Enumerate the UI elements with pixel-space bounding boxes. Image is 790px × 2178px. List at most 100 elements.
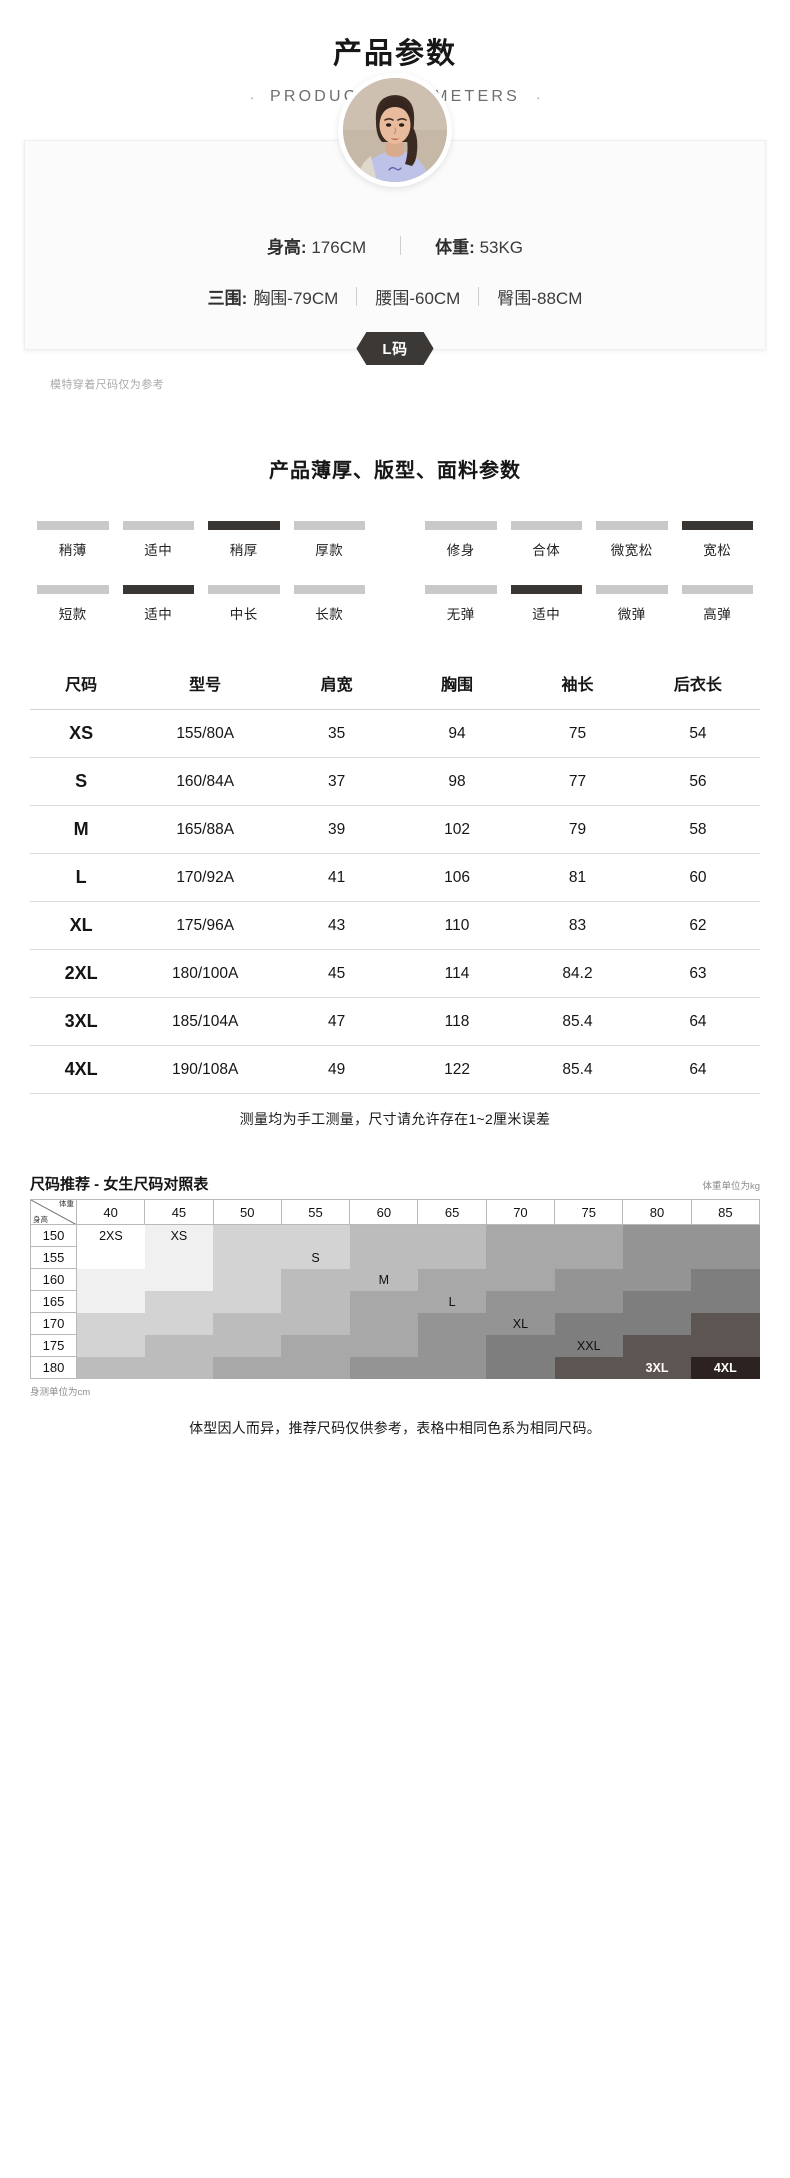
fabric-option-label: 宽松 — [703, 543, 732, 558]
size-cell: S — [30, 757, 133, 806]
fabric-option-宽松[interactable]: 宽松 — [675, 521, 761, 559]
model-height-label: 身高: — [266, 238, 307, 257]
fabric-section-title: 产品薄厚、版型、面料参数 — [269, 460, 521, 482]
size-table-header-cell: 尺码 — [30, 663, 133, 710]
fabric-option-label: 短款 — [58, 607, 87, 622]
grid-height-header: 150 — [30, 1224, 77, 1247]
grid-cell — [622, 1290, 692, 1313]
fabric-option-label: 合体 — [532, 543, 561, 558]
fabric-option-label: 厚款 — [315, 543, 344, 558]
fabric-option-微宽松[interactable]: 微宽松 — [589, 521, 675, 559]
measurement-cell: 175/96A — [132, 901, 279, 950]
grid-cell — [76, 1290, 145, 1313]
grid-cell: M — [349, 1268, 418, 1291]
grid-weight-header: 85 — [690, 1199, 761, 1225]
model-size-badge-wrap: L码 — [356, 332, 433, 365]
grid-cell: S — [281, 1246, 350, 1269]
measurement-cell: 114 — [394, 949, 520, 998]
grid-height-header: 180 — [30, 1356, 77, 1379]
fabric-option-bar — [425, 585, 497, 594]
fabric-option-合体[interactable]: 合体 — [504, 521, 590, 559]
grid-cell: XXL — [554, 1334, 623, 1357]
grid-weight-header: 60 — [349, 1199, 419, 1225]
grid-row: 170 XL — [30, 1312, 760, 1335]
grid-cell — [622, 1268, 692, 1291]
size-table-header-cell: 肩宽 — [278, 663, 395, 710]
fabric-option-高弹[interactable]: 高弹 — [675, 585, 761, 623]
divider — [478, 287, 480, 306]
measurement-cell: 41 — [278, 853, 395, 902]
grid-height-header: 155 — [30, 1246, 77, 1269]
fabric-selector-rows: 稍薄 适中 稍厚 厚款 修身 合体 微宽松 宽松 短款 适中 中长 长款 无弹 适中 微弹 高弹 — [0, 521, 790, 623]
model-waist-value: 腰围-60CM — [375, 289, 461, 308]
fabric-option-bar — [208, 585, 280, 594]
measurement-cell: 118 — [394, 997, 520, 1046]
table-row: S 160/84A 37 98 77 56 — [30, 757, 760, 806]
size-table-note: 测量均为手工测量，尺寸请允许存在1~2厘米误差 — [239, 1111, 551, 1127]
grid-cell — [144, 1312, 214, 1335]
size-table-header-cell: 后衣长 — [635, 663, 760, 710]
grid-cell — [417, 1312, 487, 1335]
model-weight-value: 53KG — [479, 238, 524, 257]
fabric-option-bar — [122, 521, 194, 530]
status-badge: L码 — [356, 332, 433, 365]
grid-cell — [281, 1224, 350, 1247]
grid-cell — [486, 1356, 555, 1379]
fabric-option-label: 高弹 — [703, 607, 732, 622]
fabric-option-微弹[interactable]: 微弹 — [589, 585, 675, 623]
table-row: XL 175/96A 43 110 83 62 — [30, 901, 760, 950]
grid-cell — [213, 1312, 282, 1335]
grid-cell — [144, 1356, 214, 1379]
grid-cell — [691, 1290, 760, 1313]
fabric-option-label: 长款 — [315, 607, 344, 622]
table-row: M 165/88A 39 102 79 58 — [30, 805, 760, 854]
fabric-option-适中[interactable]: 适中 — [116, 521, 202, 559]
grid-height-header: 175 — [30, 1334, 77, 1357]
measurement-cell: 98 — [394, 757, 520, 806]
size-table: 尺码 型号 肩宽 胸围 袖长 后衣长 XS 155/80A 35 94 75 54 S 160/84A 3… — [30, 663, 760, 1094]
fabric-option-bar — [37, 521, 109, 530]
fabric-option-中长[interactable]: 中长 — [201, 585, 287, 623]
fabric-option-稍薄[interactable]: 稍薄 — [30, 521, 116, 559]
grid-cell — [213, 1246, 282, 1269]
fabric-option-label: 稍厚 — [229, 543, 258, 558]
measurement-cell: 49 — [278, 1045, 395, 1094]
grid-height-header: 170 — [30, 1312, 77, 1335]
grid-cell — [76, 1268, 145, 1291]
measurement-cell: 75 — [519, 709, 636, 758]
grid-cell — [691, 1246, 760, 1269]
model-height-value: 176CM — [311, 238, 367, 257]
model-info-card: 身高: 176CM 体重: 53KG 三围: 胸围-79CM 腰围-60CM 臀… — [24, 73, 766, 350]
measurement-cell: 56 — [635, 757, 760, 806]
table-row: L 170/92A 41 106 81 60 — [30, 853, 760, 902]
fabric-option-bar — [681, 521, 753, 530]
measurement-cell: 160/84A — [132, 757, 279, 806]
fabric-option-无弹[interactable]: 无弹 — [418, 585, 504, 623]
fabric-option-bar — [293, 585, 365, 594]
grid-row: 150 2XS XS — [30, 1224, 760, 1247]
measurement-cell: 43 — [278, 901, 395, 950]
fabric-option-修身[interactable]: 修身 — [418, 521, 504, 559]
measurement-cell: 63 — [635, 949, 760, 998]
fabric-option-短款[interactable]: 短款 — [30, 585, 116, 623]
fabric-option-长款[interactable]: 长款 — [287, 585, 373, 623]
grid-cell: XS — [144, 1224, 214, 1247]
grid-cell — [486, 1246, 555, 1269]
fabric-option-稍厚[interactable]: 稍厚 — [201, 521, 287, 559]
grid-cell — [349, 1356, 418, 1379]
grid-cell — [76, 1356, 145, 1379]
grid-cell — [691, 1334, 760, 1357]
grid-cell: 3XL — [622, 1356, 692, 1379]
grid-weight-header: 55 — [280, 1199, 351, 1225]
measurement-cell: 77 — [519, 757, 636, 806]
fabric-option-适中[interactable]: 适中 — [504, 585, 590, 623]
model-info-block: 身高: 176CM 体重: 53KG 三围: 胸围-79CM 腰围-60CM 臀… — [0, 73, 790, 392]
measurement-cell: 102 — [394, 805, 520, 854]
fabric-option-厚款[interactable]: 厚款 — [287, 521, 373, 559]
fabric-option-bar — [596, 521, 668, 530]
grid-cell — [417, 1246, 487, 1269]
size-table-header-cell: 袖长 — [519, 663, 636, 710]
height-unit-note: 身测单位为cm — [30, 1387, 91, 1398]
grid-row: 155 S — [30, 1246, 760, 1269]
fabric-option-适中[interactable]: 适中 — [116, 585, 202, 623]
